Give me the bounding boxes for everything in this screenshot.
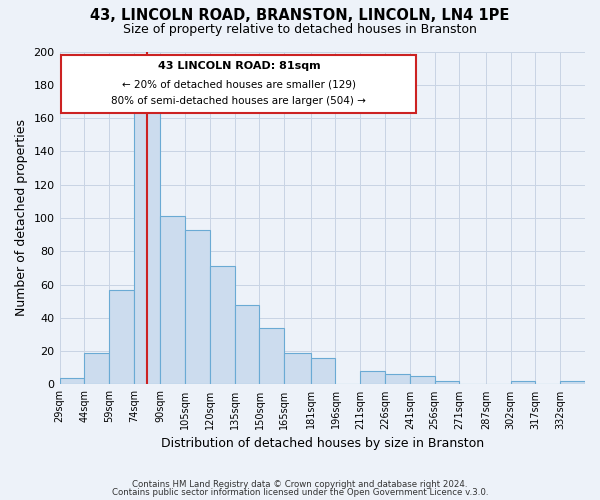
Bar [385,374,410,384]
Bar [185,230,210,384]
Bar [109,290,134,384]
Bar [235,304,259,384]
Bar [284,353,311,384]
Bar [85,353,109,384]
Bar [311,358,335,384]
Bar [160,216,185,384]
Text: Contains public sector information licensed under the Open Government Licence v.: Contains public sector information licen… [112,488,488,497]
Bar [360,371,385,384]
X-axis label: Distribution of detached houses by size in Branston: Distribution of detached houses by size … [161,437,484,450]
Text: 43, LINCOLN ROAD, BRANSTON, LINCOLN, LN4 1PE: 43, LINCOLN ROAD, BRANSTON, LINCOLN, LN4… [91,8,509,22]
Bar [410,376,434,384]
Bar [210,266,235,384]
Bar [434,381,460,384]
Text: 80% of semi-detached houses are larger (504) →: 80% of semi-detached houses are larger (… [112,96,366,106]
Y-axis label: Number of detached properties: Number of detached properties [15,120,28,316]
Bar [59,378,85,384]
Bar [511,381,535,384]
Text: Size of property relative to detached houses in Branston: Size of property relative to detached ho… [123,22,477,36]
Bar [259,328,284,384]
Text: Contains HM Land Registry data © Crown copyright and database right 2024.: Contains HM Land Registry data © Crown c… [132,480,468,489]
Text: 43 LINCOLN ROAD: 81sqm: 43 LINCOLN ROAD: 81sqm [158,62,320,72]
FancyBboxPatch shape [61,55,416,113]
Bar [560,381,585,384]
Bar [134,110,160,384]
Text: ← 20% of detached houses are smaller (129): ← 20% of detached houses are smaller (12… [122,80,356,90]
